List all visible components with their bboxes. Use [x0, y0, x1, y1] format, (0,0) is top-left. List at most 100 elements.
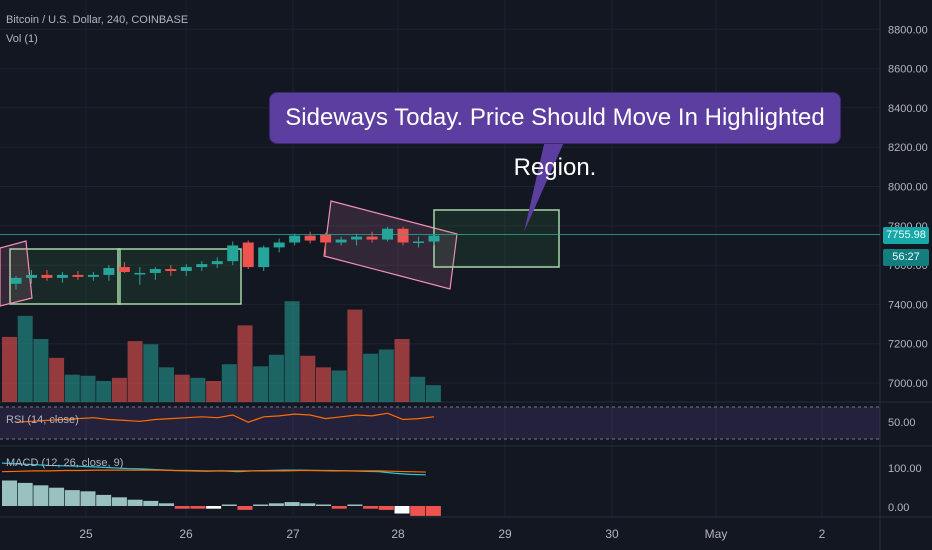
volume-bar — [378, 349, 394, 402]
volume-bar — [80, 375, 96, 402]
macd-histogram-bar — [64, 490, 80, 506]
candle-body — [351, 236, 363, 240]
candle-body — [304, 235, 316, 241]
volume-bar — [425, 385, 441, 402]
volume-bar — [174, 374, 190, 402]
time-axis-label: 27 — [286, 527, 300, 541]
signal-line — [1, 469, 426, 473]
candle-body — [41, 274, 53, 278]
volume-bar — [206, 381, 222, 402]
candle-body — [165, 269, 177, 271]
macd-histogram-bar — [331, 506, 347, 509]
callout-pointer — [524, 140, 565, 232]
macd-indicator-label[interactable]: MACD (12, 26, close, 9) — [6, 457, 124, 469]
candle-body — [242, 242, 254, 268]
candle-body — [103, 268, 115, 275]
candle-body — [149, 269, 161, 273]
volume-bar — [394, 339, 410, 402]
time-axis-label: 28 — [391, 527, 405, 541]
volume-bar — [190, 377, 206, 402]
macd-histogram-bar — [111, 497, 127, 506]
candle-body — [10, 277, 22, 284]
volume-bar — [33, 339, 49, 402]
chart-title: Bitcoin / U.S. Dollar, 240, COINBASE — [6, 14, 189, 26]
time-axis-label: 26 — [179, 527, 193, 541]
volume-bar — [49, 357, 65, 402]
macd-histogram-bar — [159, 503, 174, 506]
macd-histogram-bar — [190, 506, 206, 509]
macd-histogram-bar — [143, 500, 159, 506]
callout-text: Sideways Today. Price Should Move In Hig… — [285, 104, 825, 181]
volume-bar — [284, 301, 300, 402]
macd-histogram-bar — [410, 506, 426, 516]
candle-body — [335, 239, 347, 243]
candle-body — [258, 247, 270, 268]
volume-bar — [111, 377, 127, 402]
volume-bar — [253, 366, 269, 402]
volume-bar — [268, 354, 284, 402]
volume-bar — [347, 309, 363, 402]
bar-countdown-tag: 56:27 — [883, 249, 929, 266]
candle-body — [134, 272, 146, 275]
macd-histogram-bar — [127, 499, 143, 506]
volume-bar — [331, 370, 347, 402]
macd-histogram-bar — [206, 506, 222, 509]
macd-histogram-bar — [174, 506, 190, 509]
macd-histogram-bar — [316, 504, 331, 506]
volume-bar — [316, 367, 331, 402]
time-axis-label: 25 — [79, 527, 93, 541]
candle-body — [273, 242, 285, 248]
volume-bar — [221, 364, 237, 402]
volume-bar — [159, 367, 174, 402]
macd-axis-label: 0.00 — [888, 502, 909, 514]
rsi-indicator-label[interactable]: RSI (14, close) — [6, 414, 79, 426]
time-axis-label: 29 — [498, 527, 512, 541]
macd-histogram-bar — [253, 504, 269, 506]
macd-histogram-bar — [237, 506, 253, 510]
macd-histogram-bar — [221, 504, 237, 506]
candle-body — [25, 274, 37, 278]
volume-bar — [96, 381, 112, 402]
volume-bar — [410, 376, 426, 402]
rsi-band — [0, 407, 880, 439]
price-axis-label: 7400.00 — [888, 299, 928, 311]
candle-body — [72, 274, 84, 277]
range-box-2 — [117, 248, 242, 305]
candle-body — [211, 261, 223, 265]
volume-bar — [17, 315, 33, 402]
candle-body — [196, 264, 208, 268]
macd-histogram-bar — [2, 480, 17, 506]
macd-histogram-bar — [49, 487, 65, 506]
volume-bar — [237, 325, 253, 402]
macd-histogram-bar — [363, 506, 379, 509]
macd-axis-label: 100.00 — [888, 463, 922, 475]
price-axis-label: 7200.00 — [888, 339, 928, 351]
macd-histogram-bar — [96, 494, 112, 506]
current-price-tag: 7755.98 — [883, 227, 929, 244]
price-axis-label: 7000.00 — [888, 378, 928, 390]
volume-bar — [143, 344, 159, 402]
candle-body — [397, 228, 409, 243]
target-region-box — [433, 209, 560, 268]
volume-indicator-label[interactable]: Vol (1) — [6, 33, 38, 45]
rsi-line — [15, 412, 435, 423]
price-axis-label: 8200.00 — [888, 142, 928, 154]
candle-body — [428, 235, 440, 242]
time-axis-label: 30 — [605, 527, 619, 541]
candle-body — [118, 267, 130, 272]
macd-histogram-bar — [284, 502, 300, 506]
volume-bar — [127, 341, 143, 402]
annotation-callout[interactable]: Sideways Today. Price Should Move In Hig… — [269, 92, 841, 181]
candle-body — [56, 274, 68, 278]
candle-body — [413, 241, 425, 244]
candle-body — [87, 274, 99, 277]
rsi-axis-label: 50.00 — [888, 417, 916, 429]
price-axis-label: 8400.00 — [888, 103, 928, 115]
price-axis-label: 8000.00 — [888, 182, 928, 194]
volume-bar — [300, 355, 316, 402]
candle-body — [320, 234, 332, 243]
price-axis-label: 8600.00 — [888, 64, 928, 76]
macd-histogram-bar — [378, 506, 394, 510]
macd-histogram-bar — [33, 485, 49, 506]
